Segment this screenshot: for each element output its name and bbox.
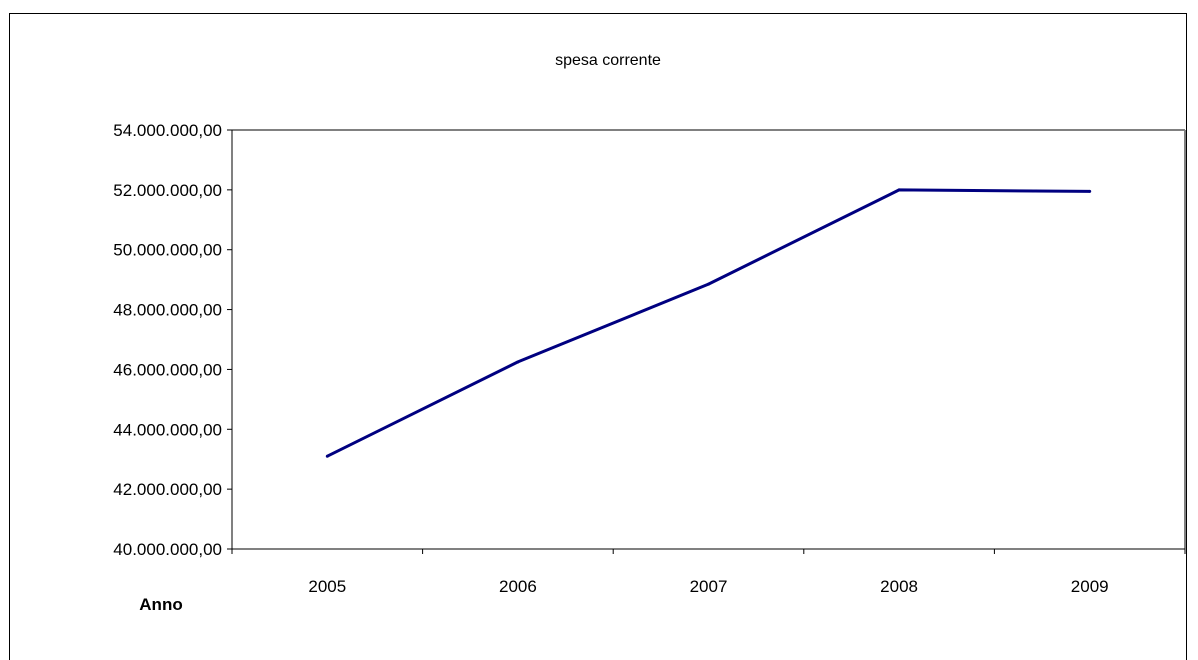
y-tick-label: 46.000.000,00: [113, 360, 222, 379]
y-tick-label: 50.000.000,00: [113, 241, 222, 260]
x-tick-label: 2005: [308, 577, 346, 596]
data-point: [1088, 189, 1092, 193]
y-tick-label: 48.000.000,00: [113, 301, 222, 320]
data-point: [897, 188, 901, 192]
x-tick-label: 2006: [499, 577, 537, 596]
y-tick-label: 54.000.000,00: [113, 121, 222, 140]
data-point: [707, 282, 710, 286]
x-tick-label: 2008: [880, 577, 918, 596]
x-tick-label: 2007: [690, 577, 728, 596]
x-tick-label: 2009: [1071, 577, 1109, 596]
y-tick-label: 52.000.000,00: [113, 181, 222, 200]
y-tick-label: 42.000.000,00: [113, 480, 222, 499]
y-tick-label: 44.000.000,00: [113, 420, 222, 439]
y-tick-label: 40.000.000,00: [113, 540, 222, 559]
chart-title: spesa corrente: [555, 52, 661, 69]
x-axis-label: Anno: [139, 595, 182, 614]
plot-area: 40.000.000,00 42.000.000,00 44.000.000,00 4…: [113, 121, 1186, 596]
data-point: [516, 360, 520, 364]
chart-frame: [9, 13, 1187, 660]
data-point: [325, 454, 329, 458]
series-line: [326, 188, 1090, 458]
